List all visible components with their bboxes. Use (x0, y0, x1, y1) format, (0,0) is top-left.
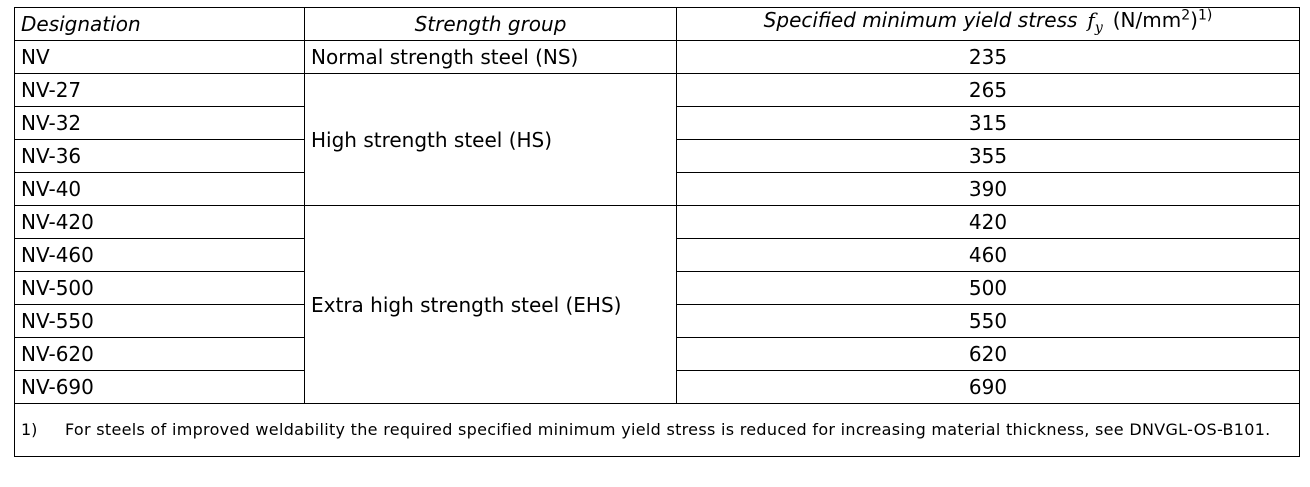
unit-label: (N/mm2)1) (1112, 7, 1213, 32)
footnote-row: 1) For steels of improved weldability the… (14, 403, 1300, 457)
yield-value-cell: 390 (676, 172, 1300, 206)
designation-cell: NV-500 (14, 271, 305, 305)
table-row: NV-460 460 (14, 238, 1300, 272)
designation-cell: NV-420 (14, 205, 305, 239)
table-row: NV-36 355 (14, 139, 1300, 173)
header-strength-group: Strength group (304, 7, 677, 41)
designation-cell: NV-620 (14, 337, 305, 371)
header-yield-stress-label: Specified minimum yield stress (763, 8, 1078, 32)
designation-cell: NV-32 (14, 106, 305, 140)
table-row: NV-420 Extra high strength steel (EHS) 4… (14, 205, 1300, 404)
header-row: Designation Strength group Specified min… (14, 7, 1300, 41)
yield-value-cell: 355 (676, 139, 1300, 173)
yield-value-cell: 620 (676, 337, 1300, 371)
table-row: NV-620 620 (14, 337, 1300, 371)
yield-value-cell: 265 (676, 73, 1300, 107)
table-row: NV-550 550 (14, 304, 1300, 338)
table-row: NV-500 500 (14, 271, 1300, 305)
strength-group-cell: Normal strength steel (NS) (304, 40, 677, 74)
designation-cell: NV-550 (14, 304, 305, 338)
strength-group-cell: High strength steel (HS) (304, 73, 677, 206)
yield-value-cell: 550 (676, 304, 1300, 338)
footnote-text: For steels of improved weldability the r… (65, 420, 1271, 439)
yield-value-cell: 315 (676, 106, 1300, 140)
designation-cell: NV-460 (14, 238, 305, 272)
yield-value-cell: 690 (676, 370, 1300, 404)
footnote-cell: 1) For steels of improved weldability the… (14, 403, 1300, 457)
footnote-label: 1) (21, 420, 38, 439)
strength-group-cell: Extra high strength steel (EHS) (304, 205, 677, 404)
yield-stress-table: Designation Strength group Specified min… (14, 7, 1300, 457)
table-row: NV-40 390 (14, 172, 1300, 206)
table-row: NV-32 315 (14, 106, 1300, 140)
yield-value-cell: 500 (676, 271, 1300, 305)
designation-cell: NV-36 (14, 139, 305, 173)
header-yield-stress: Specified minimum yield stress fy (N/mm2)1… (676, 7, 1300, 41)
table-row: NV-27 High strength steel (HS) 265 (14, 73, 1300, 206)
yield-value-cell: 420 (676, 205, 1300, 239)
designation-cell: NV-27 (14, 73, 305, 107)
designation-cell: NV (14, 40, 305, 74)
yield-value-cell: 235 (676, 40, 1300, 74)
fy-symbol: fy (1087, 8, 1103, 36)
header-designation: Designation (14, 7, 305, 41)
yield-value-cell: 460 (676, 238, 1300, 272)
table-row: NV-690 690 (14, 370, 1300, 404)
designation-cell: NV-690 (14, 370, 305, 404)
designation-cell: NV-40 (14, 172, 305, 206)
table-row: NV Normal strength steel (NS) 235 (14, 40, 1300, 74)
footnote-reference: 1) (1197, 7, 1213, 24)
